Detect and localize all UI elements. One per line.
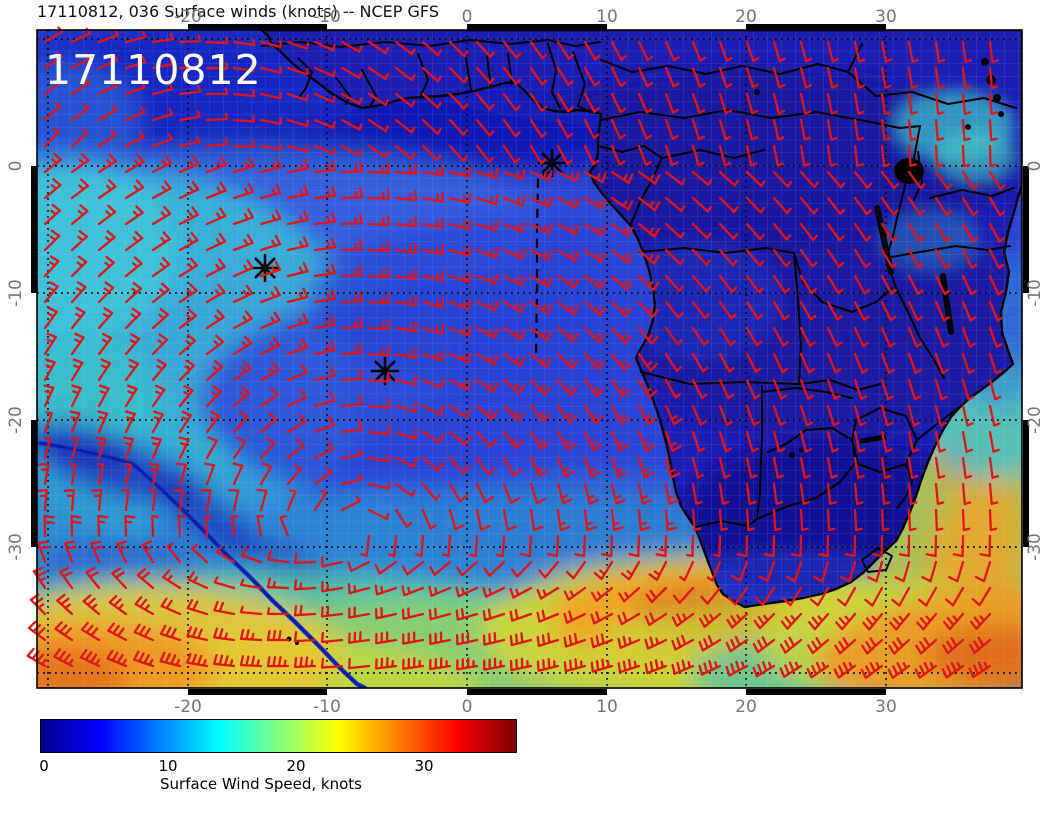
svg-text:10: 10 [596,7,618,27]
front-line [37,440,368,688]
svg-text:20: 20 [735,697,757,717]
svg-text:30: 30 [875,7,897,27]
svg-text:-10: -10 [313,697,341,717]
svg-text:0: 0 [462,7,473,27]
svg-text:-10: -10 [6,279,26,307]
svg-text:30: 30 [875,697,897,717]
wind-barbs [26,26,1006,679]
svg-text:0: 0 [462,697,473,717]
colorbar-tick: 20 [286,757,306,775]
svg-text:-10: -10 [313,7,341,27]
svg-text:20: 20 [735,7,757,27]
svg-text:-10: -10 [1025,279,1045,307]
map-frame [31,24,1029,695]
colorbar-label: Surface Wind Speed, knots [160,775,363,793]
axis-tick-labels: -20 -20 -10 -10 0 0 10 10 20 20 30 30 0 0 -10 -10 -20 -20… [6,7,1045,717]
svg-text:-30: -30 [6,533,26,561]
colorbar-tick: 30 [414,757,434,775]
station-markers [250,148,567,386]
svg-text:-20: -20 [174,7,202,27]
svg-text:0: 0 [1025,161,1045,172]
plot-title: 17110812, 036 Surface winds (knots) -- N… [37,2,439,21]
svg-text:-20: -20 [6,406,26,434]
svg-text:0: 0 [6,161,26,172]
svg-text:-20: -20 [1025,406,1045,434]
run-id-overlay: 17110812 [45,46,262,94]
svg-text:10: 10 [596,697,618,717]
svg-text:-20: -20 [174,697,202,717]
colorbar-tick: 10 [158,757,178,775]
colorbar [40,719,517,753]
svg-text:-30: -30 [1025,533,1045,561]
colorbar-tick: 0 [39,757,49,775]
